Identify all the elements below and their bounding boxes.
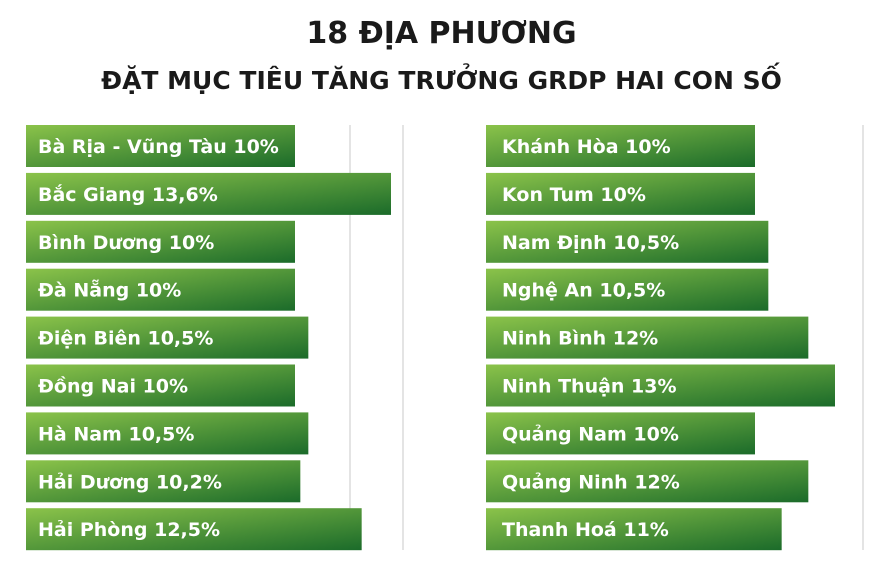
- bar: [26, 220, 295, 263]
- bar: [26, 364, 295, 407]
- bar: [486, 364, 835, 407]
- bar: [486, 125, 755, 167]
- bar: [486, 508, 782, 551]
- bar: [26, 125, 295, 167]
- chart-title: 18 ĐỊA PHƯƠNG: [306, 16, 577, 51]
- bar-label: Điện Biên 10,5%: [38, 328, 213, 350]
- bar-label: Bà Rịa - Vũng Tàu 10%: [38, 136, 279, 158]
- bar-label: Ninh Bình 12%: [502, 328, 658, 350]
- bar-label: Bắc Giang 13,6%: [38, 183, 218, 206]
- bar-label: Thanh Hoá 11%: [502, 519, 669, 541]
- bar: [26, 268, 295, 311]
- bar: [26, 316, 309, 359]
- bar: [26, 412, 309, 455]
- bar-label: Quảng Ninh 12%: [502, 471, 680, 493]
- bar-label: Bình Dương 10%: [38, 232, 214, 254]
- chart-subtitle: ĐẶT MỤC TIÊU TĂNG TRƯỞNG GRDP HAI CON SỐ: [101, 66, 782, 95]
- bar-label: Hải Dương 10,2%: [38, 471, 222, 493]
- bar-label: Nghệ An 10,5%: [502, 280, 665, 302]
- bar-label: Kon Tum 10%: [502, 184, 646, 206]
- bar: [486, 316, 809, 359]
- bar: [26, 508, 362, 551]
- bar-label: Đà Nẵng 10%: [38, 278, 181, 302]
- bar: [26, 460, 301, 503]
- bar-label: Đồng Nai 10%: [38, 375, 188, 398]
- bar-label: Quảng Nam 10%: [502, 423, 679, 445]
- bar: [486, 172, 755, 215]
- bar: [486, 220, 769, 263]
- bar-label: Hà Nam 10,5%: [38, 423, 194, 445]
- bar-label: Ninh Thuận 13%: [502, 376, 677, 398]
- bar: [486, 268, 769, 311]
- bar: [486, 460, 809, 503]
- bars: Bà Rịa - Vũng Tàu 10% Bắc Giang 13,6% Bình…: [26, 125, 835, 551]
- bar-label: Khánh Hòa 10%: [502, 136, 671, 158]
- bar-label: Hải Phòng 12,5%: [38, 519, 220, 541]
- bar: [486, 412, 755, 455]
- bar: [26, 172, 391, 215]
- bar-label: Nam Định 10,5%: [502, 232, 679, 254]
